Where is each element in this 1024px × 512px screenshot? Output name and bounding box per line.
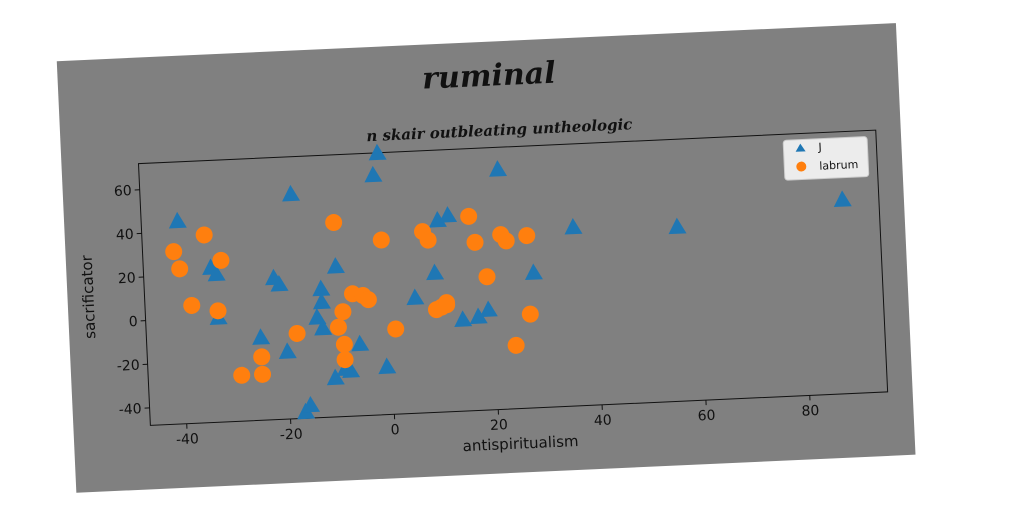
point-j	[479, 300, 498, 318]
point-j	[524, 263, 543, 281]
x-tick-label: 60	[697, 408, 716, 425]
point-labrum	[165, 243, 183, 261]
point-j	[252, 328, 271, 345]
point-j	[207, 264, 226, 282]
legend-label-j: J	[817, 141, 822, 154]
x-axis-label: antispiritualism	[462, 432, 579, 455]
point-j	[454, 310, 473, 327]
point-j	[668, 217, 687, 235]
x-tick-label: 0	[390, 422, 400, 438]
x-tick-label: 20	[490, 417, 509, 434]
point-labrum	[359, 291, 377, 309]
x-tick-label: -40	[176, 431, 200, 448]
point-labrum	[507, 336, 525, 354]
point-j	[564, 217, 583, 235]
point-j	[378, 357, 397, 375]
point-labrum	[521, 305, 539, 323]
point-j	[326, 368, 345, 386]
y-tick-label: 20	[118, 270, 137, 287]
point-j	[368, 143, 387, 161]
point-labrum	[438, 296, 456, 314]
legend-marker-j	[795, 143, 806, 152]
point-labrum	[387, 320, 405, 338]
point-j	[314, 318, 333, 336]
point-j	[428, 210, 447, 228]
y-tick-label: 0	[128, 314, 138, 330]
figure: ruminal n skair outbleating untheologic …	[56, 23, 916, 493]
point-j	[312, 292, 331, 310]
point-labrum	[212, 251, 230, 269]
point-labrum	[288, 324, 306, 342]
point-j	[312, 279, 331, 297]
point-j	[833, 190, 852, 208]
point-labrum	[478, 268, 496, 286]
figure-background	[56, 23, 916, 493]
y-axis-label: sacrificator	[78, 254, 100, 339]
point-j	[364, 165, 383, 183]
plot-frame	[137, 129, 889, 426]
point-labrum	[171, 260, 189, 278]
chart-title: ruminal	[421, 56, 556, 97]
point-j	[426, 263, 445, 281]
point-j	[439, 206, 458, 223]
x-tick-label: -20	[280, 426, 304, 443]
point-j	[168, 211, 187, 229]
point-j	[302, 395, 321, 413]
point-labrum	[497, 232, 515, 250]
legend-marker-labrum	[796, 161, 807, 172]
point-labrum	[336, 351, 354, 369]
point-labrum	[518, 227, 536, 245]
y-tick-label: 60	[114, 183, 133, 200]
point-labrum	[335, 335, 353, 353]
point-labrum	[233, 366, 251, 384]
x-tick-label: 80	[801, 403, 820, 420]
point-labrum	[195, 226, 213, 244]
point-j	[469, 307, 488, 325]
legend: J labrum	[782, 136, 870, 181]
point-j	[406, 288, 425, 306]
legend-label-labrum: labrum	[819, 158, 859, 173]
point-labrum	[209, 302, 227, 320]
point-j	[489, 160, 508, 177]
point-labrum	[253, 348, 271, 366]
point-j	[282, 184, 301, 202]
data-points	[165, 143, 852, 420]
y-tick-label: -40	[118, 401, 142, 418]
point-labrum	[325, 214, 343, 232]
point-labrum	[372, 231, 390, 249]
point-j	[342, 361, 361, 378]
point-labrum	[183, 296, 201, 314]
point-labrum	[254, 365, 272, 383]
point-j	[278, 342, 297, 359]
y-tick-label: -20	[116, 358, 140, 375]
point-j	[351, 334, 370, 352]
point-j	[326, 257, 345, 274]
point-labrum	[466, 233, 484, 251]
y-tick-label: 40	[116, 227, 135, 244]
point-j	[270, 275, 289, 292]
point-labrum	[419, 231, 437, 249]
x-tick-label: 40	[594, 412, 613, 429]
point-labrum	[329, 318, 347, 336]
point-labrum	[334, 303, 352, 321]
axis-ticks: -40 -20 0 20 40 60 80 -40 -20 0 20 40 60	[114, 183, 820, 448]
point-labrum	[460, 207, 478, 225]
